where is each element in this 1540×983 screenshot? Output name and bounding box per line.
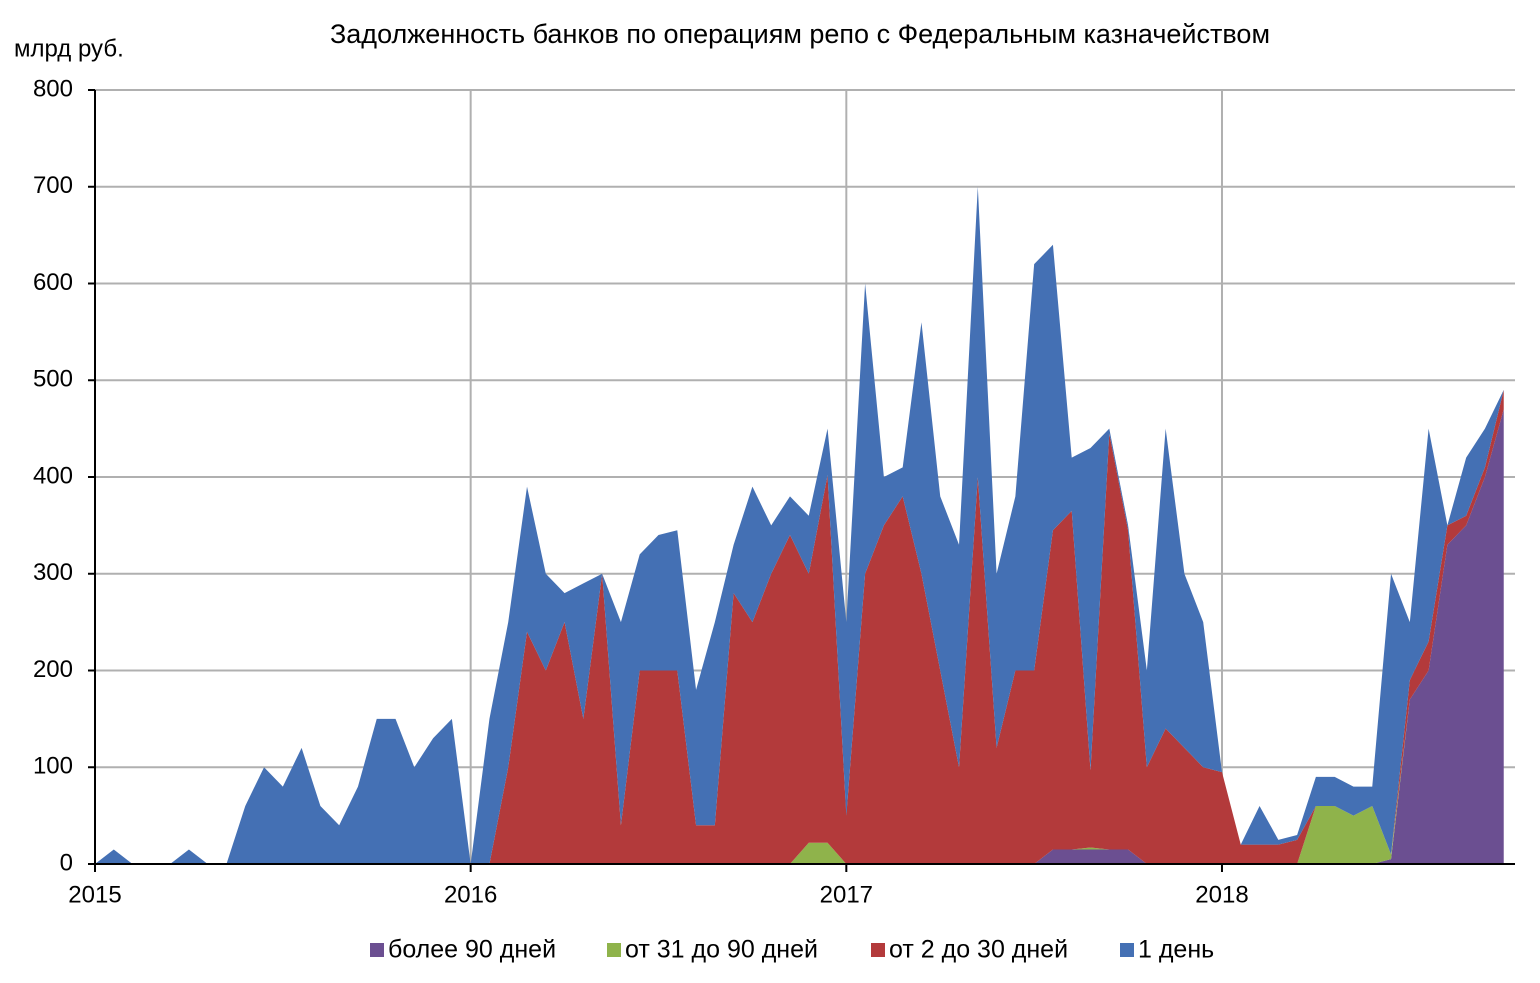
legend-swatch bbox=[1120, 943, 1134, 957]
legend-label: 1 день bbox=[1138, 936, 1214, 964]
y-tick-label: 0 bbox=[60, 849, 73, 876]
legend-label: более 90 дней bbox=[388, 936, 556, 964]
axes: 0 100 200 300 400 500 600 700 800 2015 2016 2017 201… bbox=[33, 75, 1515, 908]
x-tick-label: 2015 bbox=[68, 881, 121, 908]
y-tick-label: 500 bbox=[33, 366, 73, 393]
y-tick-label: 300 bbox=[33, 559, 73, 586]
x-tick-label: 2018 bbox=[1195, 881, 1248, 908]
legend-label: от 31 до 90 дней bbox=[625, 936, 818, 964]
areas bbox=[95, 186, 1504, 864]
legend-swatch bbox=[370, 943, 384, 957]
y-tick-label: 800 bbox=[33, 75, 73, 102]
grid bbox=[94, 89, 1515, 865]
y-axis-label: млрд руб. bbox=[14, 35, 124, 62]
legend: более 90 дней от 31 до 90 дней от 2 до 30 … bbox=[370, 936, 1214, 964]
area bbox=[95, 186, 1504, 864]
x-tick-label: 2017 bbox=[820, 881, 873, 908]
area bbox=[95, 389, 1504, 864]
y-tick-label: 700 bbox=[33, 172, 73, 199]
y-tick-label: 200 bbox=[33, 656, 73, 683]
area bbox=[95, 409, 1504, 864]
y-tick-label: 400 bbox=[33, 462, 73, 489]
y-tick-label: 600 bbox=[33, 269, 73, 296]
legend-swatch bbox=[871, 943, 885, 957]
x-tick-label: 2016 bbox=[444, 881, 497, 908]
chart-title: Задолженность банков по операциям репо с… bbox=[330, 19, 1270, 49]
legend-swatch bbox=[607, 943, 621, 957]
y-tick-label: 100 bbox=[33, 753, 73, 780]
legend-label: от 2 до 30 дней bbox=[889, 936, 1068, 964]
